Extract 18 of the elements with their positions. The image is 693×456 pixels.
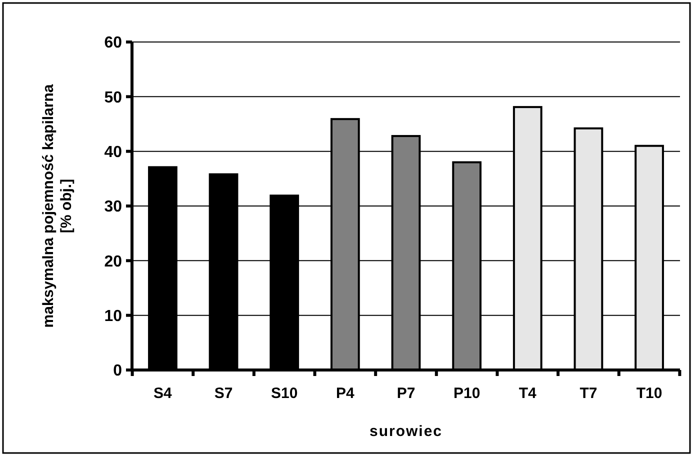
y-tick-label: 0 (113, 362, 122, 380)
x-tick-label: S10 (271, 385, 298, 402)
x-tick-label: P4 (336, 385, 356, 402)
y-tick-label: 20 (104, 253, 122, 270)
y-tick-label: 30 (104, 198, 122, 216)
x-axis-title: surowiec (369, 423, 443, 440)
x-tick-label: T4 (518, 385, 538, 402)
y-axis-title: maksymalna pojemność kapilarna [% obj.] (40, 84, 75, 328)
x-tick-label: T7 (580, 385, 598, 402)
y-tick-label: 10 (104, 308, 122, 325)
x-tick-label: S7 (214, 385, 233, 402)
y-tick-label: 60 (104, 34, 122, 52)
y-tick-label: 50 (104, 89, 122, 106)
y-tick-label: 40 (104, 144, 122, 161)
x-tick-label: S4 (154, 385, 173, 402)
x-tick-label: P10 (453, 385, 480, 402)
x-tick-label: P7 (396, 385, 416, 402)
x-tick-label: T10 (636, 385, 662, 402)
